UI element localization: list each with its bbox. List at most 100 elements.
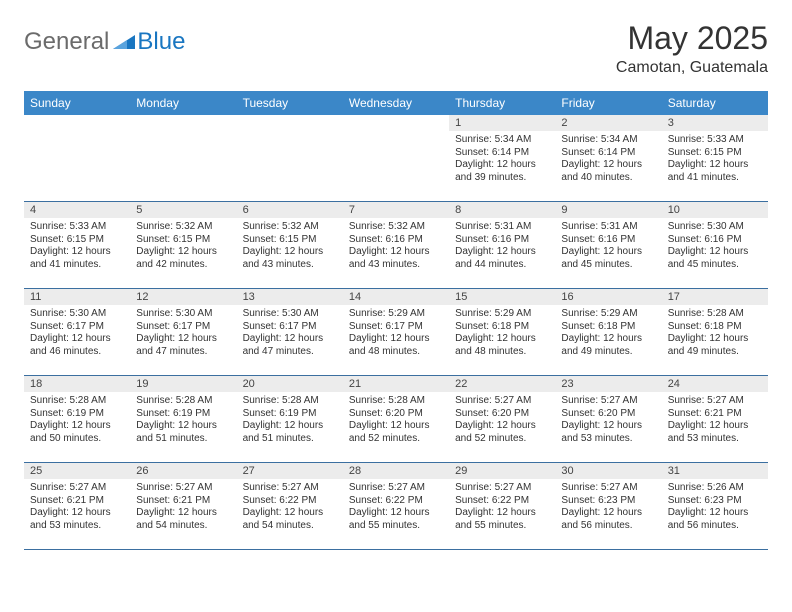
day-details: Sunrise: 5:27 AMSunset: 6:22 PMDaylight:…: [343, 479, 449, 536]
day-details: Sunrise: 5:32 AMSunset: 6:16 PMDaylight:…: [343, 218, 449, 275]
day-details: Sunrise: 5:31 AMSunset: 6:16 PMDaylight:…: [449, 218, 555, 275]
daylight-text: Daylight: 12 hours and 55 minutes.: [349, 507, 443, 532]
calendar-cell: 20Sunrise: 5:28 AMSunset: 6:19 PMDayligh…: [237, 376, 343, 462]
day-number: 19: [130, 376, 236, 392]
day-number: 13: [237, 289, 343, 305]
sunrise-text: Sunrise: 5:31 AM: [455, 221, 549, 234]
sunset-text: Sunset: 6:22 PM: [455, 495, 549, 508]
sunrise-text: Sunrise: 5:32 AM: [243, 221, 337, 234]
calendar-cell: 23Sunrise: 5:27 AMSunset: 6:20 PMDayligh…: [555, 376, 661, 462]
weekday-fri: Friday: [555, 91, 661, 115]
day-details: Sunrise: 5:33 AMSunset: 6:15 PMDaylight:…: [24, 218, 130, 275]
day-details: Sunrise: 5:33 AMSunset: 6:15 PMDaylight:…: [662, 131, 768, 188]
sunrise-text: Sunrise: 5:30 AM: [243, 308, 337, 321]
sunset-text: Sunset: 6:20 PM: [455, 408, 549, 421]
day-number: 11: [24, 289, 130, 305]
day-number: 23: [555, 376, 661, 392]
day-number: 30: [555, 463, 661, 479]
sunrise-text: Sunrise: 5:28 AM: [243, 395, 337, 408]
daylight-text: Daylight: 12 hours and 46 minutes.: [30, 333, 124, 358]
day-details: Sunrise: 5:30 AMSunset: 6:16 PMDaylight:…: [662, 218, 768, 275]
sunset-text: Sunset: 6:21 PM: [136, 495, 230, 508]
sunrise-text: Sunrise: 5:34 AM: [455, 134, 549, 147]
calendar-cell: 8Sunrise: 5:31 AMSunset: 6:16 PMDaylight…: [449, 202, 555, 288]
day-details: Sunrise: 5:32 AMSunset: 6:15 PMDaylight:…: [237, 218, 343, 275]
calendar-cell: 12Sunrise: 5:30 AMSunset: 6:17 PMDayligh…: [130, 289, 236, 375]
daylight-text: Daylight: 12 hours and 50 minutes.: [30, 420, 124, 445]
calendar-cell: 18Sunrise: 5:28 AMSunset: 6:19 PMDayligh…: [24, 376, 130, 462]
sunrise-text: Sunrise: 5:30 AM: [30, 308, 124, 321]
calendar-week: 18Sunrise: 5:28 AMSunset: 6:19 PMDayligh…: [24, 376, 768, 463]
day-number: 18: [24, 376, 130, 392]
daylight-text: Daylight: 12 hours and 53 minutes.: [561, 420, 655, 445]
day-number: 6: [237, 202, 343, 218]
sunrise-text: Sunrise: 5:33 AM: [668, 134, 762, 147]
sunset-text: Sunset: 6:15 PM: [136, 234, 230, 247]
day-details: Sunrise: 5:31 AMSunset: 6:16 PMDaylight:…: [555, 218, 661, 275]
weekday-sun: Sunday: [24, 91, 130, 115]
calendar-cell: 14Sunrise: 5:29 AMSunset: 6:17 PMDayligh…: [343, 289, 449, 375]
sunset-text: Sunset: 6:22 PM: [349, 495, 443, 508]
daylight-text: Daylight: 12 hours and 48 minutes.: [455, 333, 549, 358]
calendar-week: 11Sunrise: 5:30 AMSunset: 6:17 PMDayligh…: [24, 289, 768, 376]
calendar-cell: .: [237, 115, 343, 201]
calendar-cell: .: [343, 115, 449, 201]
calendar-week: ....1Sunrise: 5:34 AMSunset: 6:14 PMDayl…: [24, 115, 768, 202]
daylight-text: Daylight: 12 hours and 56 minutes.: [561, 507, 655, 532]
title-block: May 2025 Camotan, Guatemala: [616, 20, 768, 77]
day-number: 2: [555, 115, 661, 131]
sunrise-text: Sunrise: 5:27 AM: [30, 482, 124, 495]
sunrise-text: Sunrise: 5:27 AM: [668, 395, 762, 408]
sunset-text: Sunset: 6:17 PM: [349, 321, 443, 334]
brand-blue: Blue: [137, 28, 185, 56]
day-number: 17: [662, 289, 768, 305]
day-details: Sunrise: 5:28 AMSunset: 6:19 PMDaylight:…: [130, 392, 236, 449]
calendar-cell: 15Sunrise: 5:29 AMSunset: 6:18 PMDayligh…: [449, 289, 555, 375]
sunrise-text: Sunrise: 5:27 AM: [561, 482, 655, 495]
sunset-text: Sunset: 6:14 PM: [561, 147, 655, 160]
sunrise-text: Sunrise: 5:27 AM: [561, 395, 655, 408]
day-number: 14: [343, 289, 449, 305]
calendar-cell: 10Sunrise: 5:30 AMSunset: 6:16 PMDayligh…: [662, 202, 768, 288]
daylight-text: Daylight: 12 hours and 44 minutes.: [455, 246, 549, 271]
sunset-text: Sunset: 6:15 PM: [668, 147, 762, 160]
calendar-cell: 29Sunrise: 5:27 AMSunset: 6:22 PMDayligh…: [449, 463, 555, 549]
sunset-text: Sunset: 6:18 PM: [668, 321, 762, 334]
sunset-text: Sunset: 6:16 PM: [561, 234, 655, 247]
sunset-text: Sunset: 6:14 PM: [455, 147, 549, 160]
daylight-text: Daylight: 12 hours and 40 minutes.: [561, 159, 655, 184]
location-label: Camotan, Guatemala: [616, 59, 768, 77]
day-details: Sunrise: 5:28 AMSunset: 6:19 PMDaylight:…: [237, 392, 343, 449]
day-number: 25: [24, 463, 130, 479]
day-number: 29: [449, 463, 555, 479]
sunset-text: Sunset: 6:17 PM: [136, 321, 230, 334]
calendar-cell: .: [24, 115, 130, 201]
daylight-text: Daylight: 12 hours and 49 minutes.: [561, 333, 655, 358]
day-details: Sunrise: 5:30 AMSunset: 6:17 PMDaylight:…: [237, 305, 343, 362]
sunrise-text: Sunrise: 5:28 AM: [668, 308, 762, 321]
daylight-text: Daylight: 12 hours and 52 minutes.: [349, 420, 443, 445]
day-number: 12: [130, 289, 236, 305]
calendar-cell: 9Sunrise: 5:31 AMSunset: 6:16 PMDaylight…: [555, 202, 661, 288]
day-number: 16: [555, 289, 661, 305]
calendar-cell: 3Sunrise: 5:33 AMSunset: 6:15 PMDaylight…: [662, 115, 768, 201]
day-number: 31: [662, 463, 768, 479]
sunset-text: Sunset: 6:17 PM: [30, 321, 124, 334]
daylight-text: Daylight: 12 hours and 45 minutes.: [668, 246, 762, 271]
month-title: May 2025: [616, 20, 768, 57]
daylight-text: Daylight: 12 hours and 43 minutes.: [349, 246, 443, 271]
sunset-text: Sunset: 6:17 PM: [243, 321, 337, 334]
sunset-text: Sunset: 6:20 PM: [349, 408, 443, 421]
daylight-text: Daylight: 12 hours and 41 minutes.: [668, 159, 762, 184]
day-details: Sunrise: 5:29 AMSunset: 6:18 PMDaylight:…: [449, 305, 555, 362]
calendar-grid: ....1Sunrise: 5:34 AMSunset: 6:14 PMDayl…: [24, 115, 768, 550]
day-details: Sunrise: 5:27 AMSunset: 6:22 PMDaylight:…: [449, 479, 555, 536]
day-number: 1: [449, 115, 555, 131]
weekday-sat: Saturday: [662, 91, 768, 115]
calendar-cell: 28Sunrise: 5:27 AMSunset: 6:22 PMDayligh…: [343, 463, 449, 549]
calendar-cell: 4Sunrise: 5:33 AMSunset: 6:15 PMDaylight…: [24, 202, 130, 288]
day-number: 5: [130, 202, 236, 218]
calendar-cell: 24Sunrise: 5:27 AMSunset: 6:21 PMDayligh…: [662, 376, 768, 462]
sunrise-text: Sunrise: 5:33 AM: [30, 221, 124, 234]
sunset-text: Sunset: 6:19 PM: [30, 408, 124, 421]
